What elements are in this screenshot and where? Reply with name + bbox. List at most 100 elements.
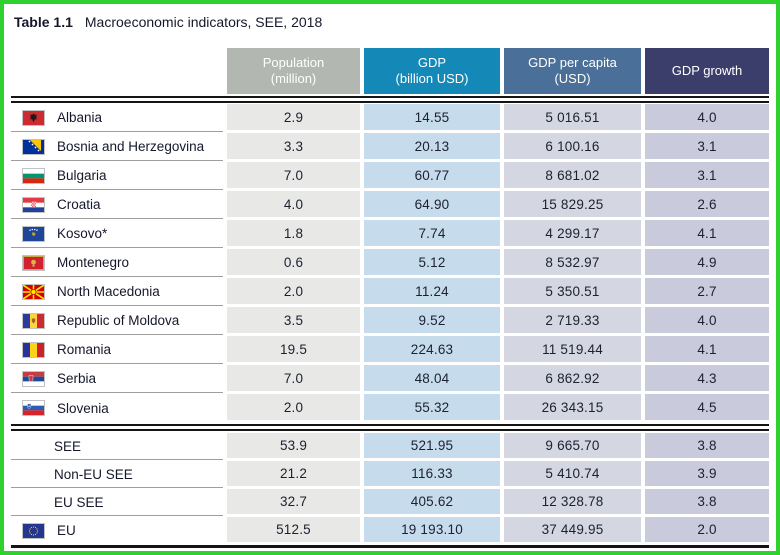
gdp-cell: 11.24	[364, 278, 500, 304]
bulgaria-flag-icon	[23, 168, 44, 183]
country-cell: Republic of Moldova	[11, 307, 223, 335]
bosnia-herzegovina-flag-icon	[23, 139, 44, 154]
country-cell: Bosnia and Herzegovina	[11, 133, 223, 161]
population-cell: 1.8	[227, 220, 360, 246]
gdp-per-capita-cell: 9 665.70	[504, 433, 641, 458]
country-name: Bosnia and Herzegovina	[57, 139, 205, 154]
gdp-per-capita-cell: 15 829.25	[504, 191, 641, 217]
gdp-cell: 14.55	[364, 104, 500, 130]
gdp-growth-cell: 3.9	[645, 461, 769, 486]
header-divider-double-rule	[11, 96, 769, 103]
gdp-cell: 521.95	[364, 433, 500, 458]
gdp-growth-cell: 4.1	[645, 220, 769, 246]
col-header-population: Population (million)	[227, 48, 360, 94]
table-row-moldova: Republic of Moldova 3.5 9.52 2 719.33 4.…	[11, 307, 769, 336]
gdp-growth-cell: 4.5	[645, 394, 769, 420]
gdp-cell: 9.52	[364, 307, 500, 333]
aggregate-name: EU SEE	[54, 494, 104, 510]
col-header-gdp-line1: GDP	[417, 55, 447, 70]
table-number-label: Table 1.1	[14, 14, 73, 30]
gdp-per-capita-cell: 6 100.16	[504, 133, 641, 159]
gdp-cell: 405.62	[364, 489, 500, 514]
gdp-per-capita-cell: 37 449.95	[504, 517, 641, 542]
country-name: Croatia	[57, 197, 101, 212]
col-header-gdp-per-capita: GDP per capita (USD)	[504, 48, 641, 94]
table-row-kosovo: Kosovo* 1.8 7.74 4 299.17 4.1	[11, 220, 769, 249]
col-header-gdp: GDP (billion USD)	[364, 48, 500, 94]
table-row-romania: Romania 19.5 224.63 11 519.44 4.1	[11, 336, 769, 365]
gdp-cell: 48.04	[364, 365, 500, 391]
gdp-per-capita-cell: 11 519.44	[504, 336, 641, 362]
gdp-growth-cell: 3.8	[645, 489, 769, 514]
population-cell: 512.5	[227, 517, 360, 542]
gdp-cell: 116.33	[364, 461, 500, 486]
aggregate-name: Non-EU SEE	[54, 466, 133, 482]
table-row-montenegro: Montenegro 0.6 5.12 8 532.97 4.9	[11, 249, 769, 278]
summary-row-non-eu-see: Non-EU SEE 21.2 116.33 5 410.74 3.9	[11, 461, 769, 489]
slovenia-flag-icon	[23, 401, 44, 415]
kosovo-flag-icon	[23, 226, 44, 241]
gdp-per-capita-cell: 5 410.74	[504, 461, 641, 486]
gdp-growth-cell: 3.8	[645, 433, 769, 458]
country-cell: Kosovo*	[11, 220, 223, 248]
population-cell: 7.0	[227, 365, 360, 391]
montenegro-flag-icon	[23, 255, 44, 270]
population-cell: 4.0	[227, 191, 360, 217]
col-header-gdp-per-capita-line2: (USD)	[554, 71, 591, 86]
aggregate-label-cell: EU	[11, 517, 223, 544]
population-cell: 2.9	[227, 104, 360, 130]
col-header-gdp-growth-line1: GDP growth	[671, 63, 743, 78]
summary-row-eu-see: EU SEE 32.7 405.62 12 328.78 3.8	[11, 489, 769, 517]
population-cell: 0.6	[227, 249, 360, 275]
col-header-gdp-line2: (billion USD)	[395, 71, 469, 86]
gdp-per-capita-cell: 5 350.51	[504, 278, 641, 304]
eu-flag-icon	[23, 523, 44, 538]
country-name: Romania	[57, 342, 112, 357]
aggregate-name: EU	[57, 523, 76, 538]
gdp-per-capita-cell: 2 719.33	[504, 307, 641, 333]
population-cell: 2.0	[227, 394, 360, 420]
population-cell: 19.5	[227, 336, 360, 362]
gdp-cell: 20.13	[364, 133, 500, 159]
gdp-growth-cell: 4.3	[645, 365, 769, 391]
gdp-per-capita-cell: 6 862.92	[504, 365, 641, 391]
gdp-cell: 5.12	[364, 249, 500, 275]
col-header-population-line2: (million)	[270, 71, 317, 86]
country-cell: Albania	[11, 104, 223, 132]
north-macedonia-flag-icon	[23, 284, 44, 299]
croatia-flag-icon	[23, 197, 44, 212]
gdp-growth-cell: 2.7	[645, 278, 769, 304]
country-name: Kosovo*	[57, 226, 108, 241]
aggregate-label-cell: EU SEE	[11, 489, 223, 516]
population-cell: 3.5	[227, 307, 360, 333]
gdp-cell: 55.32	[364, 394, 500, 420]
population-cell: 7.0	[227, 162, 360, 188]
albania-flag-icon	[23, 110, 44, 125]
col-header-gdp-per-capita-line1: GDP per capita	[528, 55, 617, 70]
country-column-spacer	[11, 48, 223, 94]
country-cell: Romania	[11, 336, 223, 364]
gdp-growth-cell: 3.1	[645, 162, 769, 188]
gdp-growth-cell: 4.0	[645, 104, 769, 130]
population-cell: 53.9	[227, 433, 360, 458]
table-row-croatia: Croatia 4.0 64.90 15 829.25 2.6	[11, 191, 769, 220]
country-cell: Slovenia	[11, 394, 223, 422]
country-cell: Bulgaria	[11, 162, 223, 190]
country-cell: North Macedonia	[11, 278, 223, 306]
summary-row-eu: EU 512.5 19 193.10 37 449.95 2.0	[11, 517, 769, 545]
country-name: Montenegro	[57, 255, 130, 270]
col-header-population-line1: Population	[262, 55, 325, 70]
aggregate-label-cell: SEE	[11, 433, 223, 460]
serbia-flag-icon	[23, 371, 44, 386]
country-cell: Croatia	[11, 191, 223, 219]
country-cell: Serbia	[11, 365, 223, 393]
table-row-north-macedonia: North Macedonia 2.0 11.24 5 350.51 2.7	[11, 278, 769, 307]
gdp-per-capita-cell: 8 532.97	[504, 249, 641, 275]
country-name: Bulgaria	[57, 168, 107, 183]
gdp-growth-cell: 4.0	[645, 307, 769, 333]
population-cell: 32.7	[227, 489, 360, 514]
gdp-cell: 19 193.10	[364, 517, 500, 542]
gdp-per-capita-cell: 8 681.02	[504, 162, 641, 188]
table-row-slovenia: Slovenia 2.0 55.32 26 343.15 4.5	[11, 394, 769, 423]
country-name: North Macedonia	[57, 284, 160, 299]
